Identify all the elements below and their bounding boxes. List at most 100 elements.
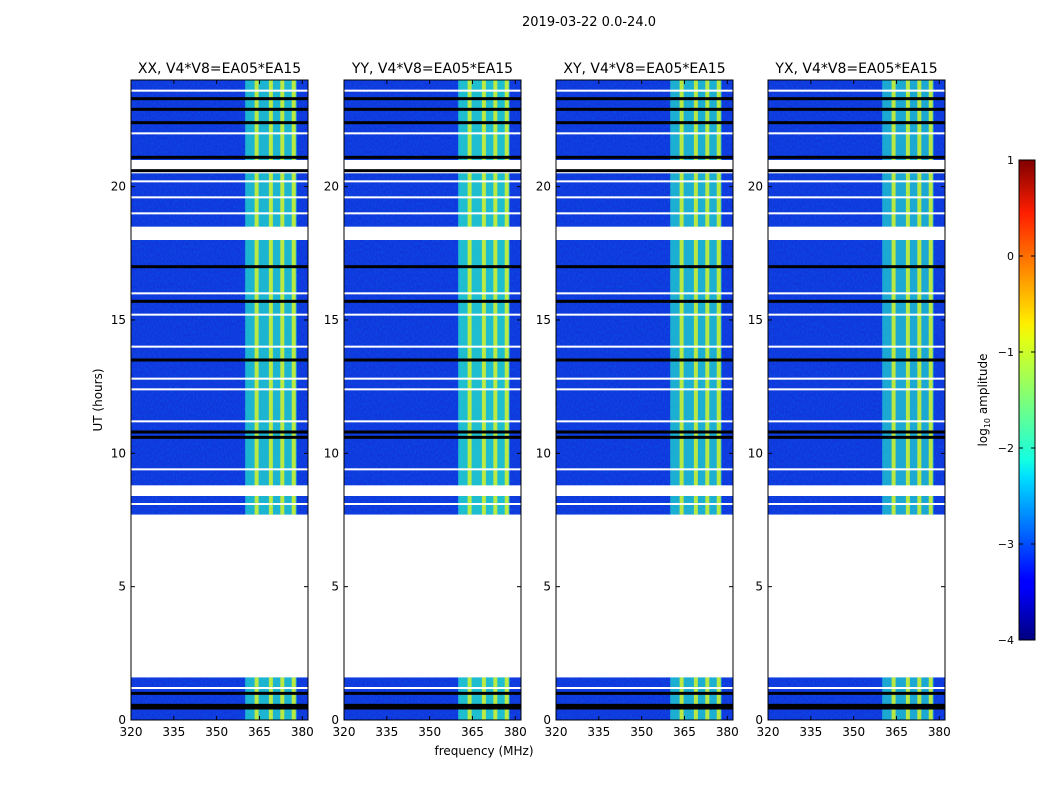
white-row-11: [344, 180, 521, 183]
panel-frame: [130, 79, 309, 721]
band-line-0-1: [905, 677, 910, 720]
white-row-8: [344, 292, 521, 295]
white-row-12: [768, 132, 945, 135]
white-row-8: [131, 292, 308, 295]
dark-row-7: [344, 265, 521, 269]
white-row-5: [344, 377, 521, 380]
band-line-0-1: [481, 677, 486, 720]
colorbar-label: log10 amplitude: [976, 354, 992, 447]
panels-group: XX, V4*V8=EA05*EA15 320 335 350 365 380 0 5 10 15…: [111, 61, 951, 739]
x-tick-label: 365: [673, 725, 696, 739]
white-row-12: [344, 132, 521, 135]
white-row-2: [131, 468, 308, 471]
white-row-6: [556, 345, 733, 348]
x-tick-label: 335: [587, 725, 610, 739]
dark-row-0: [556, 706, 733, 710]
colorbar-tick-label: −2: [998, 442, 1014, 455]
y-tick-label: 15: [324, 313, 339, 327]
dark-row-2: [131, 691, 308, 695]
band-line-0-2: [705, 677, 710, 720]
x-tick-label: 380: [716, 725, 739, 739]
band-line-1-0: [467, 80, 472, 515]
white-row-2: [344, 468, 521, 471]
flag-gap-2: [344, 226, 521, 240]
white-row-6: [768, 345, 945, 348]
colorbar-tick-label: 0: [1007, 250, 1014, 263]
dark-row-4: [768, 430, 945, 434]
x-tick-label: 320: [333, 725, 356, 739]
dark-row-7: [768, 265, 945, 269]
panel-title: XX, V4*V8=EA05*EA15: [138, 61, 301, 77]
colorbar-label-prefix: log: [976, 428, 990, 446]
white-row-5: [131, 377, 308, 380]
white-row-0: [556, 687, 733, 689]
x-tick-label: 320: [545, 725, 568, 739]
colorbar-label-suffix: amplitude: [976, 354, 990, 418]
y-tick-label: 5: [331, 580, 339, 594]
y-tick-label: 10: [748, 446, 763, 460]
x-tick-label: 380: [928, 725, 951, 739]
x-tick-label: 380: [504, 725, 527, 739]
x-tick-label: 320: [120, 725, 143, 739]
panel-title: XY, V4*V8=EA05*EA15: [563, 61, 725, 77]
white-row-4: [344, 388, 521, 391]
white-row-2: [556, 468, 733, 471]
flag-gap-1: [344, 485, 521, 496]
dark-row-7: [556, 265, 733, 269]
y-tick-label: 0: [118, 713, 126, 727]
band-line-0-0: [254, 677, 259, 720]
dark-row-8: [556, 169, 733, 173]
dark-row-8: [768, 169, 945, 173]
dark-row-11: [768, 107, 945, 111]
figure-title: 2019-03-22 0.0-24.0: [522, 15, 656, 30]
y-tick-label: 0: [543, 713, 551, 727]
band-line-0-2: [493, 677, 498, 720]
y-tick-label: 20: [324, 180, 339, 194]
white-row-13: [556, 89, 733, 92]
dark-row-5: [768, 358, 945, 362]
band-line-0-3: [504, 677, 509, 720]
x-tick-label: 320: [757, 725, 780, 739]
white-row-1: [768, 503, 945, 505]
white-row-4: [556, 388, 733, 391]
band-line-1-3: [504, 80, 509, 515]
band-line-0-3: [928, 677, 933, 720]
white-row-1: [131, 503, 308, 505]
dark-row-5: [556, 358, 733, 362]
white-row-8: [768, 292, 945, 295]
band-line-0-1: [268, 677, 273, 720]
x-tick-label: 380: [291, 725, 314, 739]
white-row-0: [768, 687, 945, 689]
y-tick-label: 5: [755, 580, 763, 594]
dark-row-3: [344, 435, 521, 439]
dark-row-3: [556, 435, 733, 439]
panel-frame: [343, 79, 522, 721]
y-tick-label: 0: [755, 713, 763, 727]
dark-row-2: [344, 691, 521, 695]
white-row-7: [768, 313, 945, 316]
dark-row-0: [344, 706, 521, 710]
y-tick-label: 20: [111, 180, 126, 194]
y-tick-label: 0: [331, 713, 339, 727]
y-tick-label: 15: [111, 313, 126, 327]
y-tick-label: 20: [748, 180, 763, 194]
flag-gap-0: [768, 514, 945, 678]
dark-row-1: [344, 703, 521, 707]
dark-row-3: [131, 435, 308, 439]
dark-row-10: [131, 121, 308, 125]
band-line-1-1: [905, 80, 910, 515]
white-row-9: [768, 212, 945, 215]
band-line-0-0: [467, 677, 472, 720]
white-row-9: [131, 212, 308, 215]
dark-row-1: [556, 703, 733, 707]
white-row-5: [556, 377, 733, 380]
panel-title: YY, V4*V8=EA05*EA15: [351, 61, 513, 77]
band-line-1-2: [280, 80, 285, 515]
dark-row-2: [768, 691, 945, 695]
band-line-1-1: [268, 80, 273, 515]
band-line-1-3: [928, 80, 933, 515]
white-row-3: [768, 420, 945, 423]
panel-xx: XX, V4*V8=EA05*EA15 320 335 350 365 380 0 5 10 15…: [111, 61, 314, 739]
white-row-5: [768, 377, 945, 380]
